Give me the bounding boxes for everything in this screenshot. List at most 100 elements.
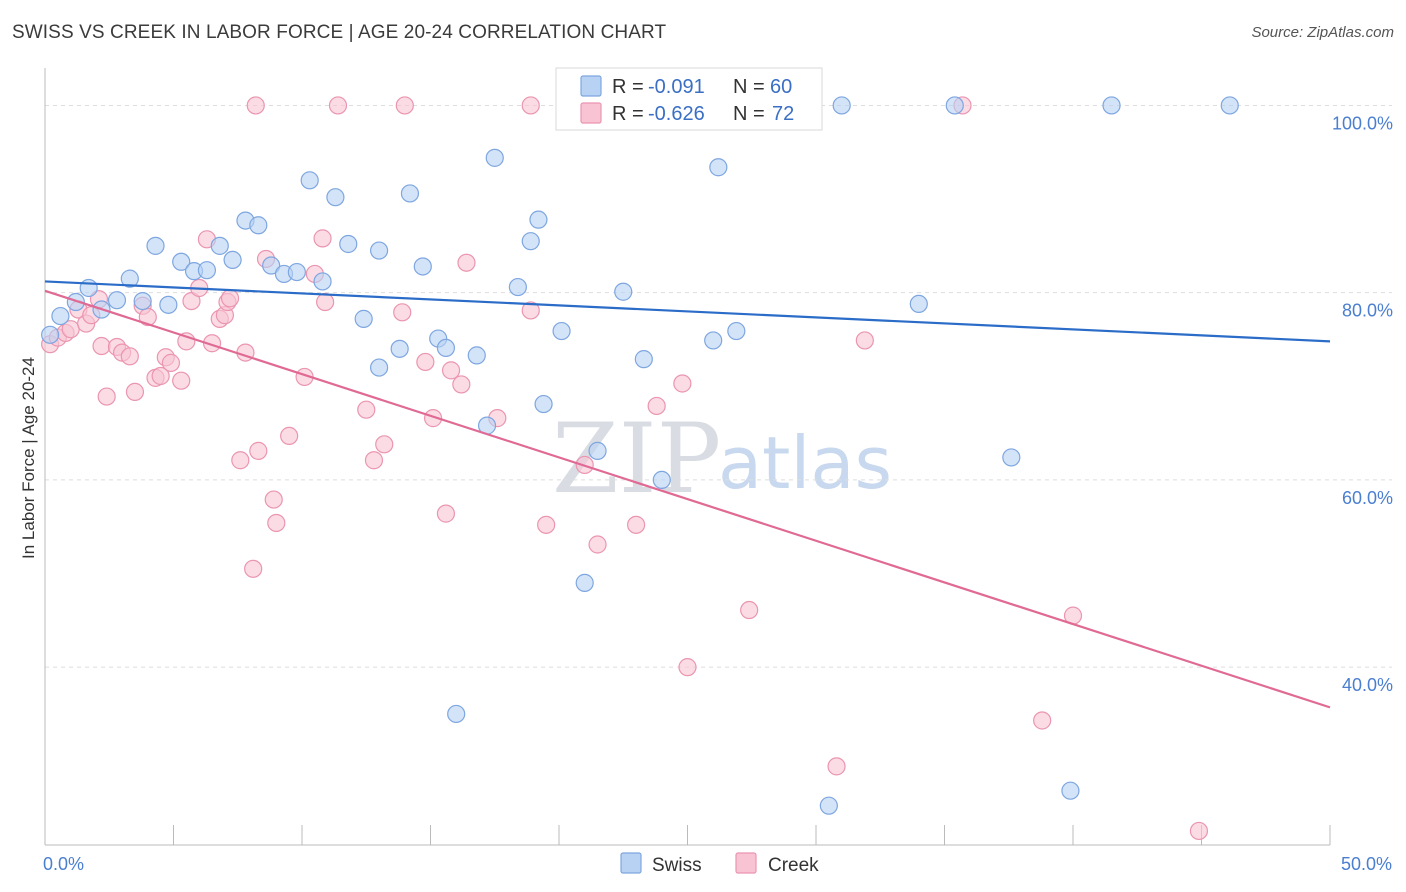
swiss-point-31 — [436, 338, 456, 358]
swiss-point-10 — [172, 252, 191, 271]
creek-point-51 — [452, 375, 471, 394]
legend-r-label-swiss: R = — [612, 76, 644, 98]
creek-point-59 — [626, 515, 646, 534]
legend-n-label-creek: N = — [733, 103, 765, 125]
watermark-atlas: atlas — [718, 421, 892, 505]
swiss-point-54 — [945, 96, 964, 115]
watermark: ZIP atlas — [552, 403, 892, 515]
swiss-point-12 — [197, 261, 217, 280]
swiss-point-25 — [370, 241, 389, 260]
legend-n-value-creek: 72 — [772, 103, 794, 125]
creek-trend-line — [44, 289, 1331, 709]
swiss-point-49 — [727, 321, 746, 341]
creek-point-8 — [92, 336, 111, 356]
y-axis-label: In Labor Force | Age 20-24 — [19, 357, 38, 559]
swiss-point-13 — [210, 236, 229, 255]
swiss-point-21 — [313, 272, 332, 291]
swiss-point-56 — [1061, 781, 1080, 800]
swiss-point-52 — [832, 96, 851, 115]
legend-swatch-creek — [580, 102, 602, 124]
creek-point-36 — [267, 513, 286, 533]
swiss-point-32 — [467, 346, 486, 365]
swiss-point-29 — [413, 257, 432, 276]
swiss-point-19 — [287, 262, 306, 282]
y-tick-label-1: 80.0% — [1342, 301, 1393, 321]
creek-point-56 — [537, 515, 556, 534]
legend-n-value-swiss: 60 — [770, 76, 792, 98]
creek-point-44 — [375, 435, 394, 454]
swiss-point-37 — [529, 210, 548, 229]
creek-point-61 — [673, 374, 692, 393]
creek-point-64 — [827, 757, 846, 776]
swiss-point-14 — [223, 250, 242, 270]
legend-r-value-swiss: -0.091 — [648, 76, 705, 98]
creek-point-63 — [740, 600, 759, 620]
swiss-point-39 — [552, 321, 571, 341]
creek-point-60 — [647, 396, 666, 416]
creek-point-12 — [120, 347, 139, 366]
swiss-point-34 — [485, 148, 504, 167]
swiss-point-17 — [262, 256, 281, 275]
swiss-point-36 — [521, 232, 540, 251]
creek-point-50 — [441, 361, 461, 380]
creek-point-62 — [678, 658, 697, 677]
swiss-point-22 — [326, 188, 345, 207]
legend-n-label-swiss: N = — [733, 76, 765, 98]
creek-point-67 — [1033, 711, 1052, 730]
bottom-legend-swatch-creek — [735, 852, 757, 874]
creek-point-43 — [364, 451, 384, 470]
creek-point-70 — [246, 96, 265, 115]
creek-point-46 — [395, 96, 414, 115]
swiss-point-27 — [390, 339, 409, 358]
creek-point-40 — [313, 229, 332, 248]
swiss-point-45 — [652, 470, 671, 490]
x-tick-labels: 0.0% 50.0% — [43, 854, 1392, 874]
swiss-point-38 — [534, 394, 553, 414]
swiss-point-42 — [614, 282, 633, 301]
swiss-point-47 — [704, 331, 723, 350]
creek-point-55 — [521, 96, 540, 115]
bottom-legend-swatch-swiss — [620, 852, 642, 874]
creek-points — [41, 96, 1209, 841]
swiss-point-6 — [120, 269, 139, 288]
creek-point-35 — [264, 490, 283, 509]
axes — [44, 68, 1331, 846]
legend-r-value-creek: -0.626 — [648, 103, 705, 125]
swiss-point-0 — [41, 325, 60, 344]
swiss-point-59 — [447, 704, 466, 724]
creek-point-20 — [172, 371, 191, 390]
swiss-point-8 — [146, 236, 165, 255]
creek-point-17 — [151, 366, 170, 386]
creek-point-48 — [423, 409, 443, 428]
creek-point-29 — [220, 289, 240, 308]
legend-swatch-swiss — [580, 75, 602, 97]
chart-title: SWISS VS CREEK IN LABOR FORCE | AGE 20-2… — [12, 22, 667, 43]
creek-point-52 — [457, 253, 476, 272]
swiss-point-53 — [909, 294, 928, 314]
bottom-legend-label-creek: Creek — [768, 855, 819, 876]
swiss-point-24 — [354, 309, 373, 328]
swiss-point-26 — [370, 358, 389, 377]
swiss-point-16 — [249, 216, 268, 235]
creek-point-41 — [316, 292, 335, 312]
swiss-point-48 — [709, 158, 728, 177]
legend: R = -0.091 N = 60 R = -0.626 N = 72 — [555, 67, 823, 131]
grid-lines — [45, 104, 1392, 668]
swiss-point-44 — [634, 350, 653, 369]
swiss-point-35 — [508, 277, 527, 297]
y-tick-label-2: 60.0% — [1342, 488, 1393, 508]
swiss-point-40 — [575, 573, 594, 592]
watermark-zip: ZIP — [552, 403, 721, 515]
swiss-point-23 — [339, 234, 358, 254]
swiss-point-7 — [133, 292, 152, 311]
swiss-point-55 — [1002, 448, 1021, 467]
swiss-point-9 — [159, 295, 178, 314]
swiss-point-5 — [107, 291, 127, 310]
creek-point-49 — [436, 504, 456, 523]
swiss-point-20 — [300, 171, 319, 190]
y-tick-label-3: 40.0% — [1342, 675, 1393, 695]
creek-point-30 — [231, 451, 250, 470]
source-credit: Source: ZipAtlas.com — [1251, 24, 1394, 41]
swiss-point-57 — [1102, 96, 1121, 115]
